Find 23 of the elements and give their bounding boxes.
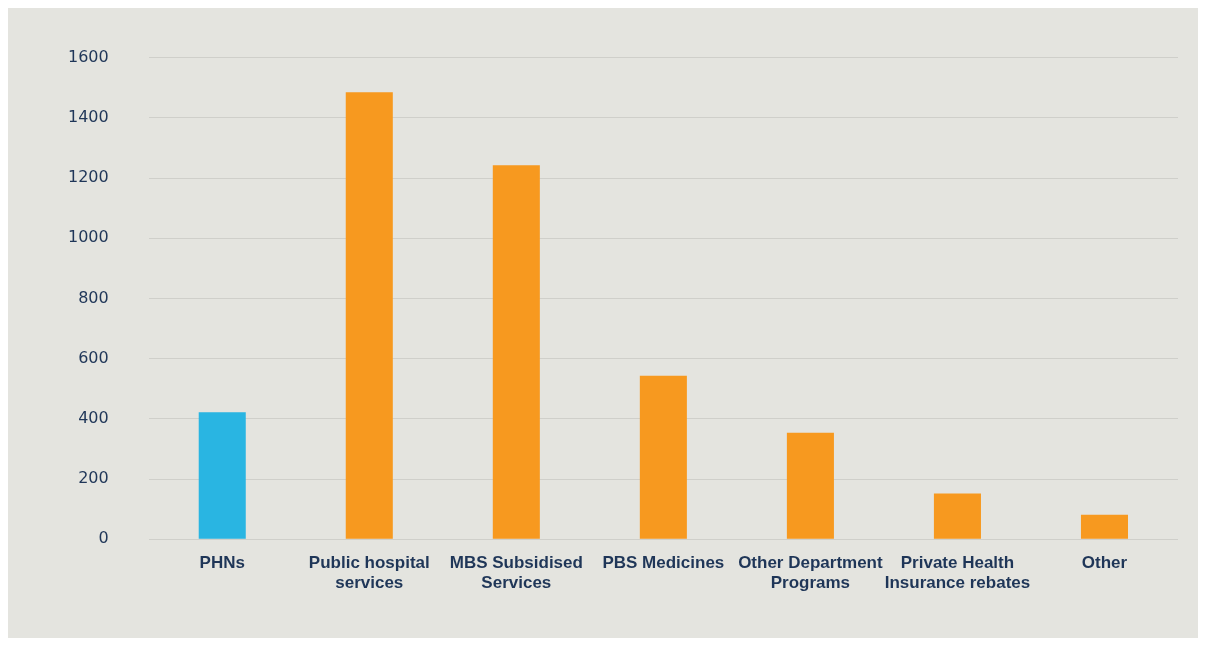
x-tick-label: PHNs <box>199 553 245 573</box>
x-tick-label: Public hospital services <box>308 553 430 593</box>
x-tick-label: Private Health Insurance rebates <box>884 553 1031 593</box>
y-tick-label: 1200 <box>68 167 109 187</box>
y-tick-label: 200 <box>78 468 109 488</box>
x-tick-label: Other Department Programs <box>738 553 883 593</box>
bar <box>198 412 246 539</box>
y-tick-label: 600 <box>78 347 109 367</box>
bar <box>492 165 540 539</box>
bar <box>639 375 687 539</box>
bar <box>1080 514 1129 539</box>
x-tick-label: PBS Medicines <box>602 553 725 573</box>
bar <box>933 493 981 539</box>
y-tick-label: 1400 <box>68 106 109 126</box>
y-tick-label: 400 <box>78 407 109 427</box>
y-tick-label: 1600 <box>68 46 109 66</box>
x-tick-label: Other <box>1081 553 1128 573</box>
y-tick-label: 800 <box>78 287 109 307</box>
y-tick-label: 0 <box>98 528 109 548</box>
y-tick-label: 1000 <box>68 227 109 247</box>
x-tick-label: MBS Subsidised Services <box>449 553 583 593</box>
bar <box>786 432 834 539</box>
bar <box>345 92 393 539</box>
